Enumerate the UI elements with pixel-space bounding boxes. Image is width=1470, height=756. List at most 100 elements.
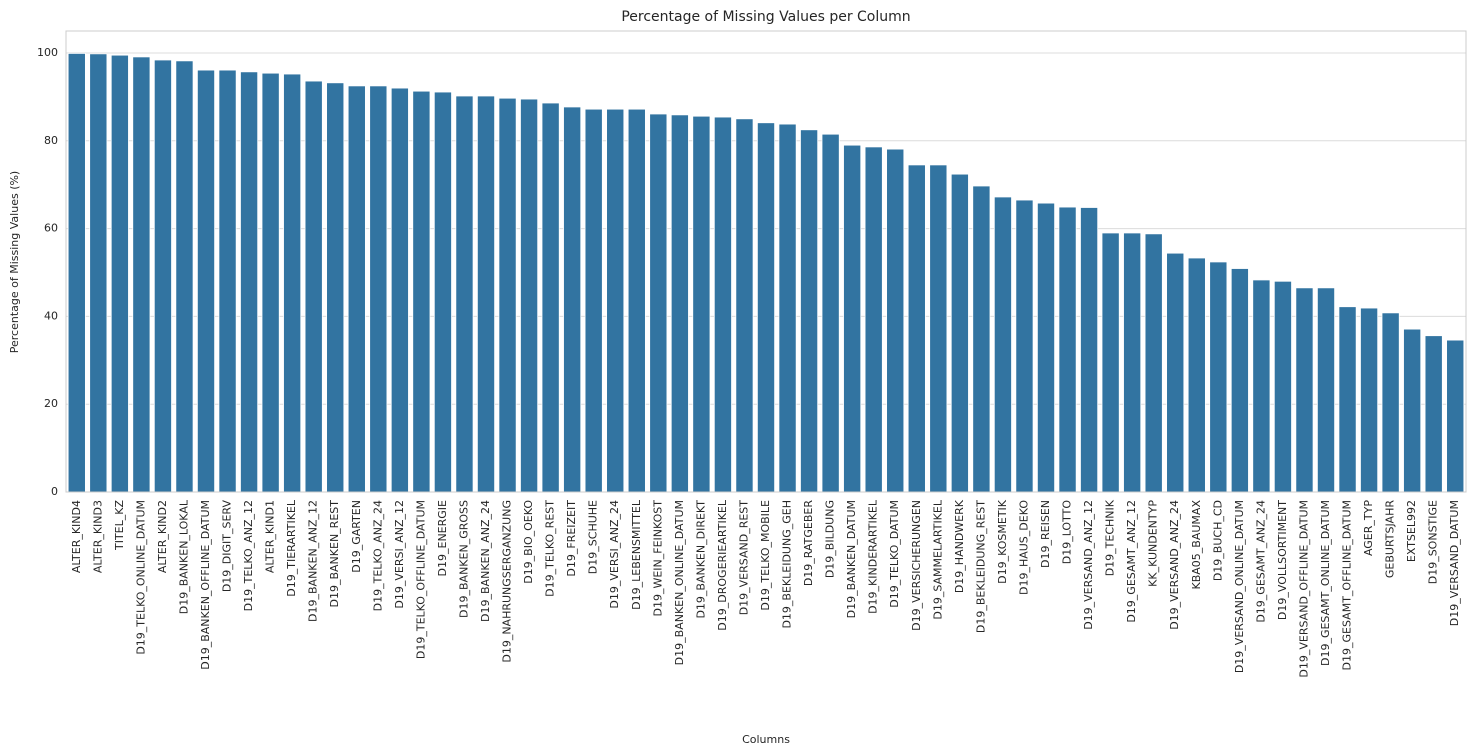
x-tick-label: D19_HAUS_DEKO <box>1017 500 1030 595</box>
x-tick-label: ALTER_KIND1 <box>264 500 277 573</box>
x-tick-label: D19_DIGIT_SERV <box>221 500 234 593</box>
x-tick-label: D19_VERSAND_OFFLINE_DATUM <box>1297 500 1310 678</box>
bar <box>1360 307 1379 493</box>
y-tick-label: 80 <box>44 134 58 147</box>
bar <box>1080 207 1099 493</box>
x-tick-label: D19_REISEN <box>1039 500 1052 568</box>
x-tick-label: D19_GESAMT_OFFLINE_DATUM <box>1341 500 1354 670</box>
x-tick-label: D19_BUCH_CD <box>1211 500 1224 581</box>
x-tick-label: EXTSEL992 <box>1405 500 1418 562</box>
x-tick-label: D19_TELKO_MOBILE <box>759 500 772 611</box>
x-tick-label: D19_VERSI_ANZ_12 <box>393 500 406 609</box>
bar <box>627 108 646 493</box>
bar <box>864 146 883 493</box>
bar <box>390 87 409 493</box>
x-tick-label: D19_SONSTIGE <box>1427 500 1440 584</box>
bar <box>433 91 452 493</box>
x-tick-label: GEBURTSJAHR <box>1384 500 1397 578</box>
x-tick-label: D19_SAMMELARTIKEL <box>931 499 944 619</box>
bar <box>778 123 797 493</box>
bar <box>993 196 1012 493</box>
bar <box>132 56 151 493</box>
x-tick-label: D19_VERSI_ANZ_24 <box>608 500 621 609</box>
bar <box>304 80 323 493</box>
bar <box>1295 287 1314 493</box>
bar <box>1338 306 1357 493</box>
x-tick-label: D19_HANDWERK <box>953 499 966 593</box>
x-tick-label: D19_BANKEN_OFFLINE_DATUM <box>199 500 212 670</box>
bar <box>196 69 216 493</box>
bar <box>283 73 302 493</box>
bar <box>67 52 86 493</box>
x-tick-label: D19_TIERARTIKEL <box>285 499 298 597</box>
x-tick-label: KBA05_BAUMAX <box>1190 500 1203 590</box>
x-tick-label: D19_ENERGIE <box>436 500 449 577</box>
bar <box>520 98 539 493</box>
bar <box>476 95 496 493</box>
bar <box>1446 339 1465 493</box>
bar <box>929 164 948 493</box>
bar <box>412 90 431 493</box>
y-tick-label: 60 <box>44 222 58 235</box>
x-tick-label: D19_TELKO_ANZ_24 <box>371 500 384 611</box>
bar <box>1230 268 1249 493</box>
bar <box>347 85 366 493</box>
bar <box>735 118 754 493</box>
chart-title: Percentage of Missing Values per Column <box>621 9 910 25</box>
x-tick-label: D19_TELKO_ANZ_12 <box>242 500 255 611</box>
x-tick-label: D19_VERSAND_ANZ_24 <box>1168 500 1181 630</box>
bar <box>584 108 603 493</box>
x-tick-label: D19_VERSAND_REST <box>737 500 750 616</box>
bar <box>89 53 108 493</box>
x-tick-label: D19_BANKEN_REST <box>328 500 341 608</box>
bar <box>498 97 517 493</box>
x-tick-label: KK_KUNDENTYP <box>1147 500 1160 587</box>
bar <box>218 69 237 493</box>
bar <box>649 113 668 493</box>
x-tick-label: D19_BIO_OEKO <box>522 500 535 584</box>
x-tick-label: D19_TELKO_DATUM <box>888 500 901 608</box>
bar <box>326 82 345 493</box>
x-axis-label: Columns <box>742 733 790 746</box>
y-tick-label: 20 <box>44 397 58 410</box>
x-tick-label: D19_TELKO_ONLINE_DATUM <box>134 500 147 655</box>
x-tick-label: D19_GESAMT_ONLINE_DATUM <box>1319 500 1332 666</box>
bar <box>800 129 819 493</box>
x-tick-label: D19_BANKEN_ONLINE_DATUM <box>673 500 686 665</box>
bar <box>1058 206 1077 493</box>
x-tick-label: D19_KOSMETIK <box>996 499 1009 584</box>
x-tick-label: D19_BANKEN_DATUM <box>845 500 858 618</box>
x-tick-label: D19_KINDERARTIKEL <box>867 499 880 614</box>
y-tick-label: 0 <box>51 485 58 498</box>
x-tick-label: D19_BILDUNG <box>824 500 837 578</box>
bar <box>369 85 388 493</box>
x-tick-label: D19_BANKEN_ANZ_12 <box>307 500 320 622</box>
bar <box>1187 257 1206 493</box>
bar <box>1166 252 1185 493</box>
bar <box>1123 232 1142 493</box>
bar <box>1403 328 1422 493</box>
bar <box>261 72 280 493</box>
bar <box>756 122 776 493</box>
bar <box>1424 335 1443 493</box>
bar <box>907 164 926 493</box>
y-tick-label: 100 <box>37 46 58 59</box>
x-tick-label: ALTER_KIND3 <box>91 500 104 573</box>
x-tick-label: D19_GARTEN <box>350 500 363 573</box>
bar <box>950 173 969 493</box>
x-tick-label: D19_DROGERIEARTIKEL <box>716 499 729 631</box>
bar <box>1101 232 1120 493</box>
x-tick-label: D19_BANKEN_LOKAL <box>177 499 190 614</box>
bar <box>843 144 862 493</box>
bar <box>692 115 711 493</box>
bar <box>1381 312 1400 493</box>
x-tick-label: D19_BANKEN_ANZ_24 <box>479 500 492 622</box>
bar <box>175 60 194 493</box>
bar <box>153 59 172 493</box>
bar <box>1144 233 1163 493</box>
y-axis-label: Percentage of Missing Values (%) <box>8 171 21 353</box>
bar <box>240 71 259 493</box>
bar <box>455 95 474 493</box>
bar <box>563 106 582 493</box>
